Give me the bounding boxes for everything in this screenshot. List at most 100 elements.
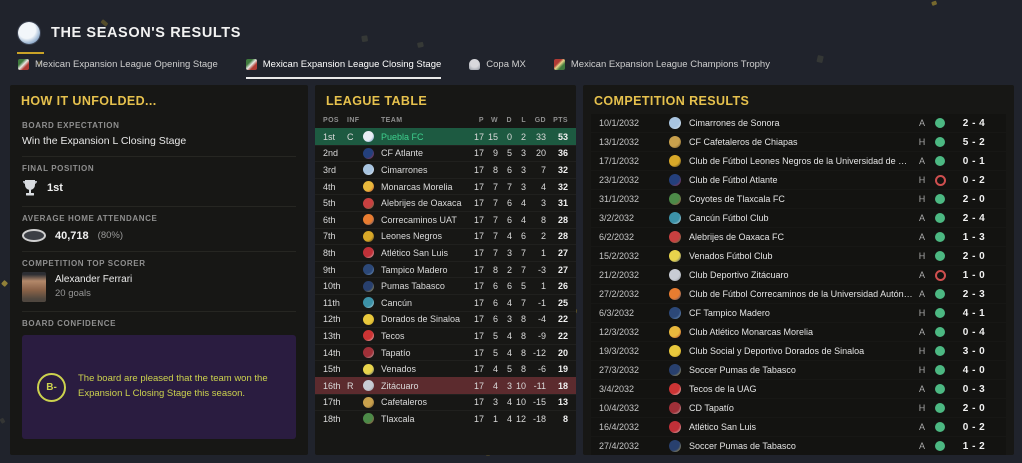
- match-score: 0 - 2: [962, 421, 986, 433]
- league-table-row[interactable]: 11th Cancún 17 6 4 7 -1 25: [315, 293, 576, 311]
- result-row[interactable]: 3/4/2032 Tecos de la UAG A 0 - 3: [591, 380, 1006, 398]
- competition-tab[interactable]: Mexican Expansion League Opening Stage: [18, 59, 218, 79]
- losses: 8: [520, 347, 526, 358]
- wins: 1: [492, 413, 498, 424]
- league-table-row[interactable]: 4th Monarcas Morelia 17 7 7 3 4 32: [315, 177, 576, 195]
- league-table-row[interactable]: 17th Cafetaleros 17 3 4 10 -15 13: [315, 393, 576, 411]
- column-header-gd[interactable]: GD: [534, 117, 546, 124]
- draws: 5: [506, 364, 512, 375]
- team-badge-icon: [363, 214, 374, 226]
- result-indicator-icon: [934, 269, 946, 281]
- league-table-row[interactable]: 2nd CF Atlante 17 9 5 3 20 36: [315, 144, 576, 162]
- played: 17: [473, 364, 484, 375]
- goal-difference: 2: [540, 231, 546, 242]
- result-row[interactable]: 3/2/2032 Cancún Fútbol Club A 2 - 4: [591, 209, 1006, 227]
- league-table-row[interactable]: 16th R Zitácuaro 17 4 3 10 -11 18: [315, 376, 576, 394]
- how-it-unfolded-panel: HOW IT UNFOLDED... BOARD EXPECTATION Win…: [10, 85, 308, 455]
- wins: 7: [492, 214, 498, 225]
- venue-indicator: A: [918, 384, 925, 394]
- page-header: THE SEASON'S RESULTS: [18, 22, 241, 44]
- result-indicator-icon: [935, 365, 945, 375]
- column-header-l[interactable]: L: [521, 117, 526, 124]
- team-badge-icon: [363, 230, 374, 242]
- league-table-row[interactable]: 14th Tapatío 17 5 4 8 -12 20: [315, 343, 576, 361]
- result-row[interactable]: 15/2/2032 Venados Fútbol Club H 2 - 0: [591, 247, 1006, 265]
- match-score: 1 - 2: [962, 440, 986, 452]
- league-table-row[interactable]: 7th Leones Negros 17 7 4 6 2 28: [315, 227, 576, 245]
- league-table-row[interactable]: 10th Pumas Tabasco 17 6 6 5 1 26: [315, 277, 576, 294]
- wins: 7: [492, 198, 498, 209]
- team-badge-icon: [363, 147, 374, 159]
- opponent-badge-icon: [669, 155, 681, 167]
- opponent-name: Alebrijes de Oaxaca FC: [689, 232, 785, 242]
- match-date: 27/2/2032: [599, 289, 640, 299]
- league-table-row[interactable]: 13th Tecos 17 5 4 8 -9 22: [315, 327, 576, 344]
- club-badge-icon: [18, 22, 40, 44]
- competition-tab[interactable]: Mexican Expansion League Closing Stage: [245, 59, 442, 79]
- league-table-row[interactable]: 8th Atlético San Luis 17 7 3 7 1 27: [315, 244, 576, 261]
- title-underline: [17, 52, 44, 54]
- result-row[interactable]: 10/1/2032 Cimarrones de Sonora A 2 - 4: [591, 114, 1006, 132]
- result-row[interactable]: 27/3/2032 Soccer Pumas de Tabasco H 4 - …: [591, 361, 1006, 379]
- league-table-row[interactable]: 3rd Cimarrones 17 8 6 3 7 32: [315, 161, 576, 178]
- result-row[interactable]: 21/2/2032 Club Deportivo Zitácuaro A 1 -…: [591, 266, 1006, 284]
- board-confidence-label: BOARD CONFIDENCE: [22, 319, 117, 328]
- column-header-pos[interactable]: POS: [323, 117, 339, 124]
- competition-tab[interactable]: Mexican Expansion League Champions Troph…: [553, 59, 770, 79]
- opponent-badge-icon: [669, 421, 681, 433]
- result-row[interactable]: 27/2/2032 Club de Fútbol Correcaminos de…: [591, 285, 1006, 303]
- result-row[interactable]: 13/1/2032 CF Cafetaleros de Chiapas H 5 …: [591, 133, 1006, 151]
- draws: 4: [506, 330, 512, 341]
- result-row[interactable]: 16/4/2032 Atlético San Luis A 0 - 2: [591, 418, 1006, 436]
- opponent-name: Atlético San Luis: [689, 422, 757, 432]
- team-name: Cafetaleros: [381, 397, 428, 408]
- losses: 10: [515, 380, 526, 391]
- result-row[interactable]: 6/2/2032 Alebrijes de Oaxaca FC A 1 - 3: [591, 228, 1006, 246]
- result-row[interactable]: 31/1/2032 Coyotes de Tlaxcala FC H 2 - 0: [591, 190, 1006, 208]
- league-table-row[interactable]: 5th Alebrijes de Oaxaca 17 7 6 4 3 31: [315, 194, 576, 211]
- venue-indicator: H: [918, 175, 926, 185]
- position: 7th: [323, 231, 336, 242]
- league-table-row[interactable]: 18th Tlaxcala 17 1 4 12 -18 8: [315, 410, 576, 427]
- league-table-row[interactable]: 6th Correcaminos UAT 17 7 6 4 8 28: [315, 210, 576, 228]
- column-header-pts[interactable]: PTS: [553, 117, 568, 124]
- played: 17: [473, 281, 484, 292]
- column-header-inf[interactable]: INF: [347, 117, 360, 124]
- goal-difference: 33: [535, 131, 546, 142]
- match-score: 1 - 3: [962, 231, 986, 243]
- column-header-p[interactable]: P: [478, 117, 484, 124]
- tab-label: Mexican Expansion League Closing Stage: [262, 59, 442, 70]
- team-badge-icon: [363, 330, 374, 342]
- column-header-d[interactable]: D: [506, 117, 512, 124]
- league-table-row[interactable]: 12th Dorados de Sinaloa 17 6 3 8 -4 22: [315, 310, 576, 328]
- result-row[interactable]: 10/4/2032 CD Tapatío H 2 - 0: [591, 399, 1006, 417]
- match-date: 31/1/2032: [599, 194, 640, 204]
- league-table-row[interactable]: 1st C Puebla FC 17 15 0 2 33 53: [315, 128, 576, 145]
- team-name: Venados: [381, 364, 417, 375]
- league-logo-icon: [18, 59, 29, 70]
- opponent-name: Cancún Fútbol Club: [689, 213, 769, 223]
- goal-difference: 7: [540, 164, 546, 175]
- opponent-name: CD Tapatío: [689, 403, 734, 413]
- column-header-team[interactable]: TEAM: [381, 117, 403, 124]
- league-table-row[interactable]: 9th Tampico Madero 17 8 2 7 -3 27: [315, 260, 576, 278]
- result-row[interactable]: 6/3/2032 CF Tampico Madero H 4 - 1: [591, 304, 1006, 322]
- draws: 3: [506, 380, 512, 391]
- top-scorer-row[interactable]: Alexander Ferrari 20 goals: [22, 272, 296, 302]
- competition-tab[interactable]: Copa MX: [469, 59, 526, 79]
- result-row[interactable]: 27/4/2032 Soccer Pumas de Tabasco A 1 - …: [591, 437, 1006, 455]
- position: 6th: [323, 214, 336, 225]
- team-name: Cancún: [381, 297, 413, 308]
- result-row[interactable]: 17/1/2032 Club de Fútbol Leones Negros d…: [591, 152, 1006, 170]
- team-badge-icon: [363, 347, 374, 359]
- league-table-row[interactable]: 15th Venados 17 4 5 8 -6 19: [315, 360, 576, 377]
- result-row[interactable]: 12/3/2032 Club Atlético Monarcas Morelia…: [591, 323, 1006, 341]
- wins: 4: [492, 364, 498, 375]
- position: 3rd: [323, 164, 337, 175]
- team-badge-icon: [363, 197, 374, 209]
- result-indicator-icon: [935, 232, 945, 242]
- result-row[interactable]: 23/1/2032 Club de Fútbol Atlante H 0 - 2: [591, 171, 1006, 189]
- result-row[interactable]: 19/3/2032 Club Social y Deportivo Dorado…: [591, 342, 1006, 360]
- column-header-w[interactable]: W: [490, 117, 498, 124]
- match-date: 27/3/2032: [599, 365, 640, 375]
